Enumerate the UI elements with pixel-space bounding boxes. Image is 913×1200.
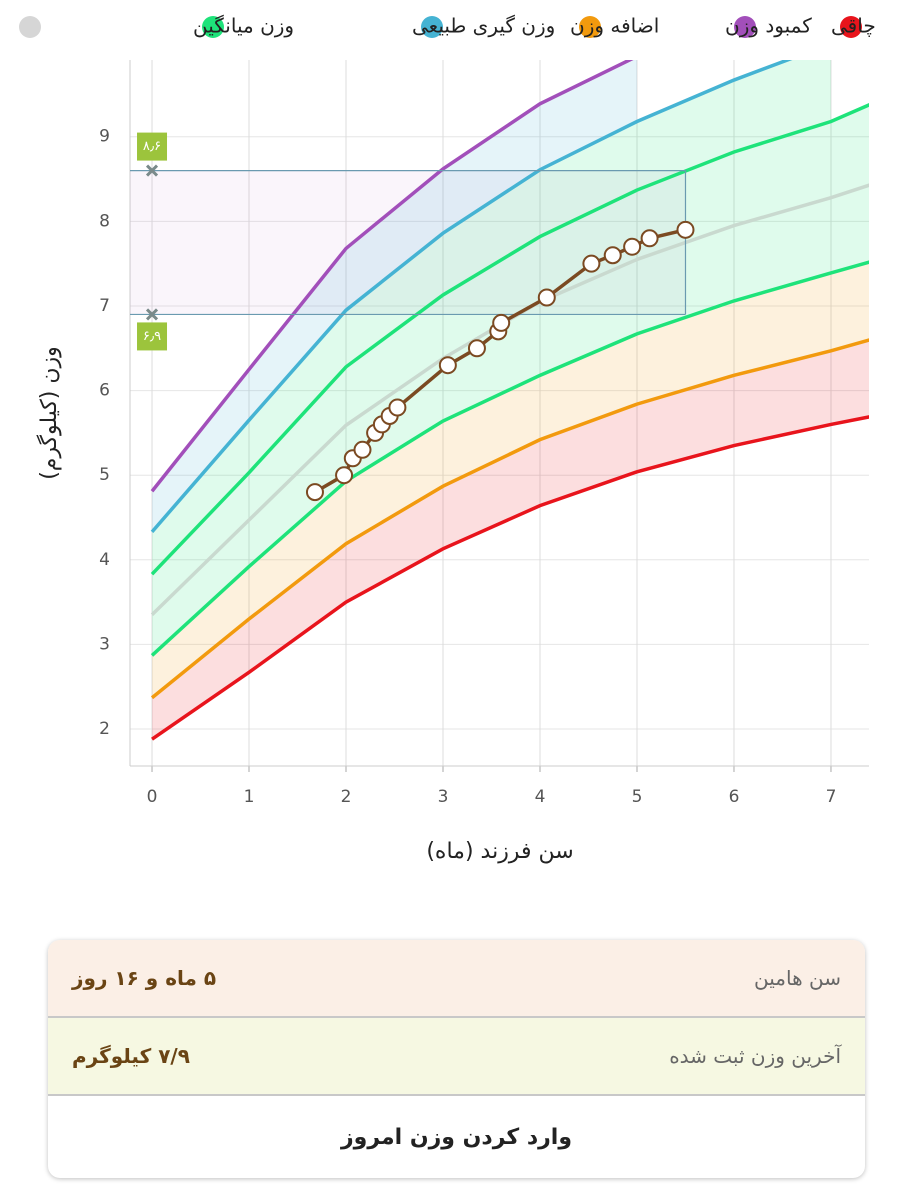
reference-label-box [137, 322, 168, 351]
curve [150, 260, 869, 657]
chart: سن فرزند (ماه) وزن (کیلوگرم) 2 3 4 5 6 7 8 9 0 1 2… [19, 14, 876, 864]
x-tick-label: 5 [632, 787, 643, 807]
measurement-point [603, 246, 622, 265]
measurement-point [582, 254, 601, 273]
row-value: ۷/۹ کیلوگرم [72, 1044, 190, 1068]
x-tick-label: 7 [826, 787, 837, 807]
band [152, 60, 831, 575]
info-row: آخرین وزن ثبت شده ۷/۹ کیلوگرم [48, 1018, 865, 1096]
legend-label: اضافه وزن [570, 14, 659, 38]
legend-dot [840, 16, 862, 38]
y-tick-label: 3 [99, 634, 110, 654]
reference-label: ۶٫۹ [143, 329, 161, 344]
measurement-point [537, 288, 556, 307]
legend-dot [421, 16, 443, 38]
y-tick-label: 4 [99, 550, 110, 570]
x-tick-label: 0 [147, 787, 158, 807]
add-weight-button[interactable]: وارد کردن وزن امروز [341, 1124, 572, 1150]
measurement-point [353, 440, 372, 459]
info-row: سن هامین ۵ ماه و ۱۶ روز [48, 940, 865, 1018]
x-tick-label: 4 [535, 787, 546, 807]
band [152, 185, 869, 656]
measurement-point [676, 220, 695, 239]
plot [130, 60, 869, 741]
measurement-point [640, 229, 659, 248]
y-tick-label: 5 [99, 465, 110, 485]
y-tick-label: 9 [99, 127, 110, 147]
measurement-point [492, 313, 511, 332]
reference-marker [145, 308, 159, 321]
measurement-point [467, 339, 486, 358]
x-tick-label: 3 [438, 787, 449, 807]
legend-label: وزن گیری طبیعی [412, 14, 555, 38]
legend-label: چاقی [831, 14, 876, 38]
curve [150, 60, 793, 534]
measurement-point [623, 237, 642, 256]
row-label: سن هامین [754, 966, 841, 990]
reference-box [130, 170, 686, 315]
y-tick-label: 8 [99, 211, 110, 231]
y-axis-title: وزن (کیلوگرم) [36, 346, 62, 480]
y-tick-label: 7 [99, 296, 110, 316]
legend-dot [734, 16, 756, 38]
legend-dot [579, 16, 601, 38]
reference-label: ۸٫۶ [143, 139, 161, 154]
legend-label: وزن میانگین [193, 14, 294, 38]
x-tick-label: 6 [729, 787, 740, 807]
measurement-point [388, 398, 407, 417]
curve [151, 415, 869, 741]
row-value: ۵ ماه و ۱۶ روز [72, 966, 217, 990]
legend-dot [19, 16, 41, 38]
legend-dot [202, 16, 224, 38]
curve [150, 338, 869, 700]
measurement-point [438, 356, 457, 375]
x-axis-title: سن فرزند (ماه) [426, 839, 573, 864]
measurement-point [335, 466, 354, 485]
info-card: سن هامین ۵ ماه و ۱۶ روز آخرین وزن ثبت شد… [48, 940, 865, 1178]
curve [150, 60, 634, 493]
row-label: آخرین وزن ثبت شده [669, 1044, 841, 1068]
reference-marker [145, 164, 159, 177]
y-tick-label: 2 [99, 719, 110, 739]
reference-label-box [137, 132, 168, 161]
legend-label: کمبود وزن [725, 14, 812, 38]
curve [150, 103, 869, 576]
y-tick-label: 6 [99, 381, 110, 401]
band [152, 262, 869, 698]
measurement-point [305, 483, 324, 502]
band [152, 60, 637, 532]
x-tick-label: 1 [244, 787, 255, 807]
band [152, 340, 869, 740]
x-tick-label: 2 [341, 787, 352, 807]
